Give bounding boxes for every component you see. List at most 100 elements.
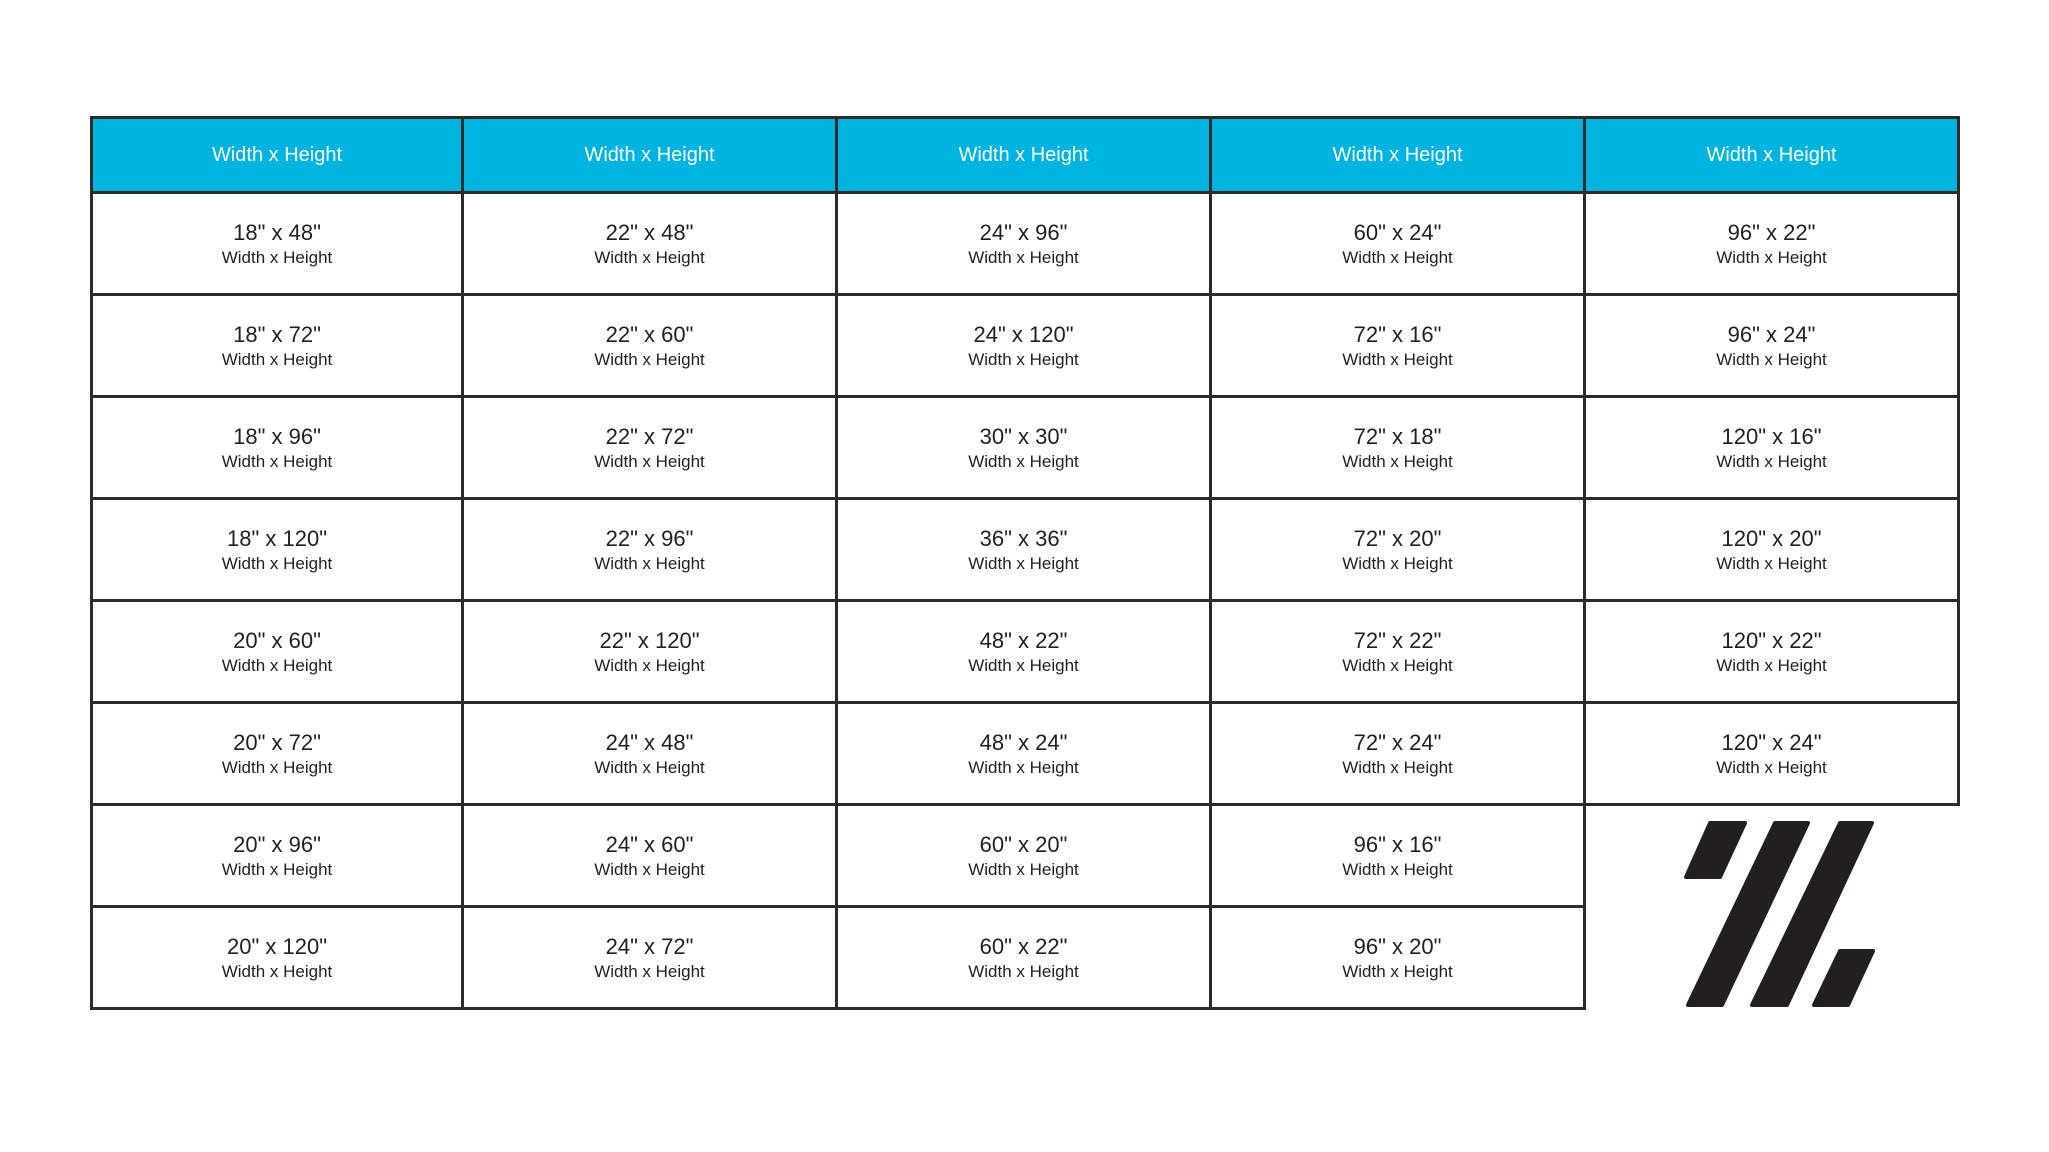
size-label: Width x Height [1342, 451, 1453, 471]
size-label: Width x Height [968, 757, 1079, 777]
size-value: 96" x 22" [1727, 219, 1816, 245]
size-value: 96" x 16" [1353, 831, 1442, 857]
size-label: Width x Height [221, 451, 333, 471]
size-cell: 60" x 22" Width x Height [835, 905, 1212, 1010]
size-label: Width x Height [594, 961, 705, 981]
size-label: Width x Height [594, 451, 705, 471]
size-label: Width x Height [1716, 757, 1827, 777]
size-cell: 20" x 72" Width x Height [90, 701, 464, 806]
size-value: 22" x 120" [599, 627, 700, 653]
size-label: Width x Height [968, 859, 1079, 879]
size-cell: 48" x 24" Width x Height [835, 701, 1212, 806]
size-label: Width x Height [221, 757, 333, 777]
size-label: Width x Height [1716, 247, 1827, 267]
size-label: Width x Height [1342, 553, 1453, 573]
size-cell: 72" x 22" Width x Height [1209, 599, 1586, 704]
size-label: Width x Height [221, 655, 333, 675]
size-cell: 20" x 120" Width x Height [90, 905, 464, 1010]
size-cell: 22" x 48" Width x Height [461, 191, 838, 296]
size-cell: 72" x 24" Width x Height [1209, 701, 1586, 806]
size-value: 20" x 72" [233, 729, 321, 755]
logo-stripe [1686, 821, 1810, 1007]
size-cell: 24" x 48" Width x Height [461, 701, 838, 806]
size-value: 72" x 20" [1353, 525, 1442, 551]
size-cell: 18" x 120" Width x Height [90, 497, 464, 602]
size-label: Width x Height [968, 349, 1079, 369]
size-label: Width x Height [594, 859, 705, 879]
size-label: Width x Height [968, 451, 1079, 471]
size-value: 72" x 22" [1353, 627, 1442, 653]
size-label: Width x Height [221, 247, 333, 267]
size-value: 22" x 72" [605, 423, 694, 449]
size-cell: 18" x 96" Width x Height [90, 395, 464, 500]
size-value: 18" x 48" [233, 219, 321, 245]
size-label: Width x Height [221, 349, 333, 369]
logo-stripe [1812, 949, 1875, 1007]
size-cell: 96" x 24" Width x Height [1583, 293, 1960, 398]
size-cell: 60" x 20" Width x Height [835, 803, 1212, 908]
size-label: Width x Height [1342, 961, 1453, 981]
size-value: 22" x 96" [605, 525, 694, 551]
size-label: Width x Height [968, 247, 1079, 267]
column-header: Width x Height [90, 116, 464, 194]
size-label: Width x Height [968, 655, 1079, 675]
size-value: 120" x 24" [1721, 729, 1822, 755]
size-value: 24" x 60" [605, 831, 694, 857]
size-cell: 18" x 48" Width x Height [90, 191, 464, 296]
size-value: 20" x 60" [233, 627, 321, 653]
size-label: Width x Height [1716, 349, 1827, 369]
size-cell: 72" x 16" Width x Height [1209, 293, 1586, 398]
size-value: 20" x 96" [233, 831, 321, 857]
size-cell: 96" x 22" Width x Height [1583, 191, 1960, 296]
size-value: 60" x 20" [979, 831, 1068, 857]
size-label: Width x Height [1716, 451, 1827, 471]
size-value: 24" x 120" [973, 321, 1074, 347]
size-label: Width x Height [221, 961, 333, 981]
size-label: Width x Height [1342, 349, 1453, 369]
size-value: 120" x 22" [1721, 627, 1822, 653]
size-label: Width x Height [594, 247, 705, 267]
size-cell: 120" x 16" Width x Height [1583, 395, 1960, 500]
size-cell: 120" x 20" Width x Height [1583, 497, 1960, 602]
size-value: 72" x 24" [1353, 729, 1442, 755]
size-value: 96" x 24" [1727, 321, 1816, 347]
size-cell: 72" x 18" Width x Height [1209, 395, 1586, 500]
size-cell: 120" x 22" Width x Height [1583, 599, 1960, 704]
size-label: Width x Height [221, 859, 333, 879]
size-value: 48" x 24" [979, 729, 1068, 755]
size-value: 48" x 22" [979, 627, 1068, 653]
size-cell: 18" x 72" Width x Height [90, 293, 464, 398]
size-value: 24" x 72" [605, 933, 694, 959]
size-value: 72" x 18" [1353, 423, 1442, 449]
size-label: Width x Height [1342, 247, 1453, 267]
size-value: 60" x 22" [979, 933, 1068, 959]
size-value: 96" x 20" [1353, 933, 1442, 959]
size-label: Width x Height [1342, 859, 1453, 879]
size-cell: 96" x 16" Width x Height [1209, 803, 1586, 908]
size-label: Width x Height [968, 961, 1079, 981]
size-value: 36" x 36" [979, 525, 1068, 551]
size-cell: 20" x 60" Width x Height [90, 599, 464, 704]
column-header: Width x Height [1583, 116, 1960, 194]
size-value: 30" x 30" [979, 423, 1068, 449]
size-value: 18" x 72" [233, 321, 321, 347]
size-value: 24" x 96" [979, 219, 1068, 245]
logo-stripe [1750, 821, 1874, 1007]
logo-stripe [1684, 821, 1747, 879]
size-label: Width x Height [1342, 655, 1453, 675]
size-label: Width x Height [1342, 757, 1453, 777]
size-value: 22" x 48" [605, 219, 694, 245]
size-cell: 22" x 60" Width x Height [461, 293, 838, 398]
size-cell: 96" x 20" Width x Height [1209, 905, 1586, 1010]
size-label: Width x Height [594, 655, 705, 675]
size-label: Width x Height [1716, 553, 1827, 573]
size-value: 18" x 96" [233, 423, 321, 449]
size-value: 24" x 48" [605, 729, 694, 755]
size-label: Width x Height [594, 349, 705, 369]
size-value: 60" x 24" [1353, 219, 1442, 245]
size-label: Width x Height [968, 553, 1079, 573]
size-label: Width x Height [1716, 655, 1827, 675]
size-value: 72" x 16" [1353, 321, 1442, 347]
size-value: 120" x 20" [1721, 525, 1822, 551]
